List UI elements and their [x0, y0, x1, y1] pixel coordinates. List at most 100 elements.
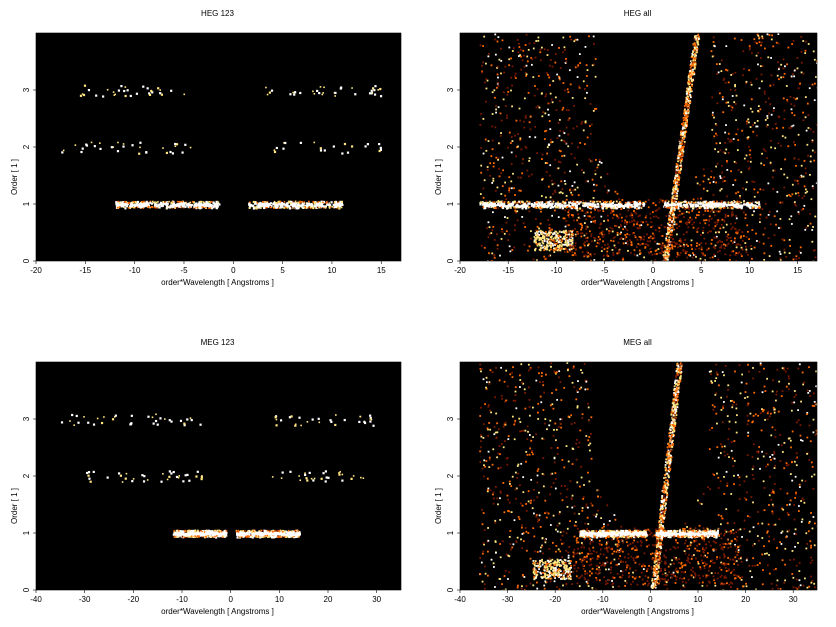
data-point [99, 142, 101, 144]
data-point [546, 241, 549, 244]
data-point [562, 51, 564, 54]
data-point [638, 249, 641, 252]
data-point [687, 106, 690, 109]
data-point [295, 529, 298, 532]
data-point [695, 176, 697, 179]
data-point [618, 251, 621, 254]
data-point [205, 204, 208, 207]
data-point [492, 162, 495, 165]
data-point [554, 191, 557, 194]
data-point [662, 260, 665, 261]
data-point [479, 123, 482, 126]
data-point [154, 201, 156, 203]
data-point [639, 252, 642, 255]
data-point [581, 224, 584, 227]
data-point [650, 250, 652, 253]
data-point [500, 47, 502, 50]
data-point [564, 182, 567, 185]
data-point [755, 134, 758, 137]
data-point [682, 233, 685, 236]
data-point [682, 242, 685, 244]
data-point [500, 59, 503, 62]
data-point [306, 206, 309, 209]
data-point [772, 83, 775, 86]
data-point [552, 237, 555, 240]
data-point [654, 210, 657, 212]
data-point [592, 183, 595, 186]
data-point [80, 150, 83, 154]
data-point [598, 200, 601, 203]
data-point [684, 250, 687, 253]
data-point [686, 98, 688, 101]
data-point [511, 105, 513, 108]
data-point [695, 37, 697, 40]
data-point [565, 236, 568, 238]
data-point [703, 204, 706, 207]
data-point [715, 181, 718, 184]
data-point [246, 530, 249, 533]
data-point [601, 233, 604, 236]
data-point [744, 213, 747, 216]
data-point [571, 237, 574, 240]
data-point [576, 76, 579, 78]
data-point [533, 236, 536, 238]
data-point [674, 206, 677, 209]
data-point [681, 133, 684, 136]
data-point [515, 210, 517, 213]
data-point [718, 204, 722, 207]
data-point [576, 38, 579, 41]
data-point [604, 244, 606, 246]
data-point [217, 202, 220, 205]
data-point [482, 206, 485, 208]
data-point [583, 254, 586, 257]
data-point [496, 244, 499, 247]
data-point [769, 139, 772, 142]
data-point [723, 247, 726, 250]
data-point [683, 200, 687, 203]
data-point [721, 171, 723, 174]
data-point [697, 204, 700, 208]
data-point [679, 139, 681, 142]
data-point [789, 95, 792, 98]
y-tick-label: 0 [446, 258, 455, 263]
data-point [551, 141, 554, 143]
data-point [696, 38, 698, 40]
data-point [640, 207, 643, 209]
data-point [491, 125, 494, 128]
data-point [538, 204, 541, 208]
data-point [302, 200, 305, 203]
data-point [733, 204, 736, 207]
data-point [799, 82, 802, 85]
data-point [542, 246, 544, 249]
data-point [696, 40, 699, 43]
data-point [733, 200, 735, 202]
data-point [683, 116, 686, 119]
data-point [710, 50, 713, 53]
data-point [724, 131, 727, 134]
data-point [497, 142, 500, 145]
data-point [493, 239, 496, 241]
data-point [279, 207, 281, 209]
data-point [770, 146, 773, 149]
data-point [547, 238, 550, 241]
data-point [599, 223, 602, 226]
data-point [290, 200, 293, 204]
data-point [680, 240, 682, 243]
data-point [539, 201, 541, 203]
data-point [669, 226, 672, 229]
data-point [780, 168, 783, 170]
data-point [548, 223, 551, 226]
data-point [757, 63, 759, 66]
data-point [120, 84, 123, 88]
data-point [735, 244, 738, 246]
data-point [729, 105, 732, 108]
data-point [193, 206, 195, 209]
data-point [515, 155, 518, 158]
data-point [766, 115, 769, 117]
data-point [747, 121, 750, 124]
data-point [673, 203, 676, 206]
data-point [319, 206, 322, 209]
data-point [323, 86, 325, 89]
data-point [264, 203, 267, 206]
data-point [492, 225, 495, 228]
